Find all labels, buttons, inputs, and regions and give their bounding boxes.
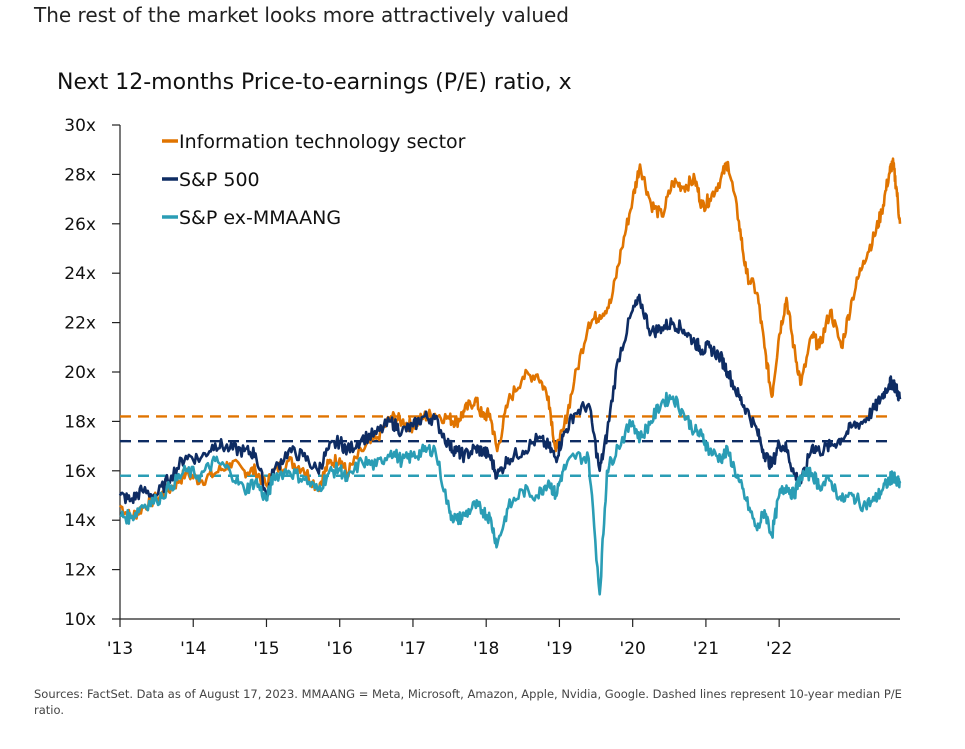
legend-label-sp500: S&P 500 (179, 169, 260, 191)
x-axis: '13 '14 '15 '16 '17 '18 '19 '20 '21 '22 (107, 618, 900, 659)
footnote: Sources: FactSet. Data as of August 17, … (34, 687, 902, 717)
y-tick-label: 30x (64, 116, 96, 136)
y-tick-label: 24x (64, 264, 96, 284)
x-tick-label: '14 (180, 639, 206, 659)
series-lines (118, 157, 902, 596)
legend: Information technology sector S&P 500 S&P … (162, 131, 466, 229)
chart-title: Next 12-months Price-to-earnings (P/E) r… (57, 70, 572, 95)
x-tick-label: '20 (620, 639, 646, 659)
y-tick-label: 26x (64, 215, 96, 235)
legend-label-it: Information technology sector (179, 131, 466, 153)
x-tick-label: '16 (327, 639, 353, 659)
pe-ratio-chart: 10x 12x 14x 16x 18x 20x 22x 24x 26x 28x 30x '13 '14… (64, 116, 902, 659)
x-tick-label: '17 (400, 639, 426, 659)
y-tick-label: 28x (64, 165, 96, 185)
x-tick-label: '18 (473, 639, 499, 659)
y-tick-label: 18x (64, 412, 96, 432)
y-tick-label: 20x (64, 363, 96, 383)
y-tick-label: 22x (64, 314, 96, 334)
x-tick-label: '13 (107, 639, 133, 659)
legend-label-exmmaang: S&P ex-MMAANG (179, 207, 341, 229)
series-line-exmmaang (119, 391, 902, 596)
y-tick-label: 14x (64, 511, 96, 531)
x-tick-label: '15 (253, 639, 279, 659)
y-tick-label: 16x (64, 462, 96, 482)
y-tick-label: 10x (64, 610, 96, 630)
x-tick-label: '22 (766, 639, 792, 659)
headline: The rest of the market looks more attrac… (34, 3, 569, 27)
y-tick-label: 12x (64, 561, 96, 581)
y-axis: 10x 12x 14x 16x 18x 20x 22x 24x 26x 28x 30x (64, 116, 121, 630)
x-tick-label: '21 (693, 639, 719, 659)
x-tick-label: '19 (546, 639, 572, 659)
